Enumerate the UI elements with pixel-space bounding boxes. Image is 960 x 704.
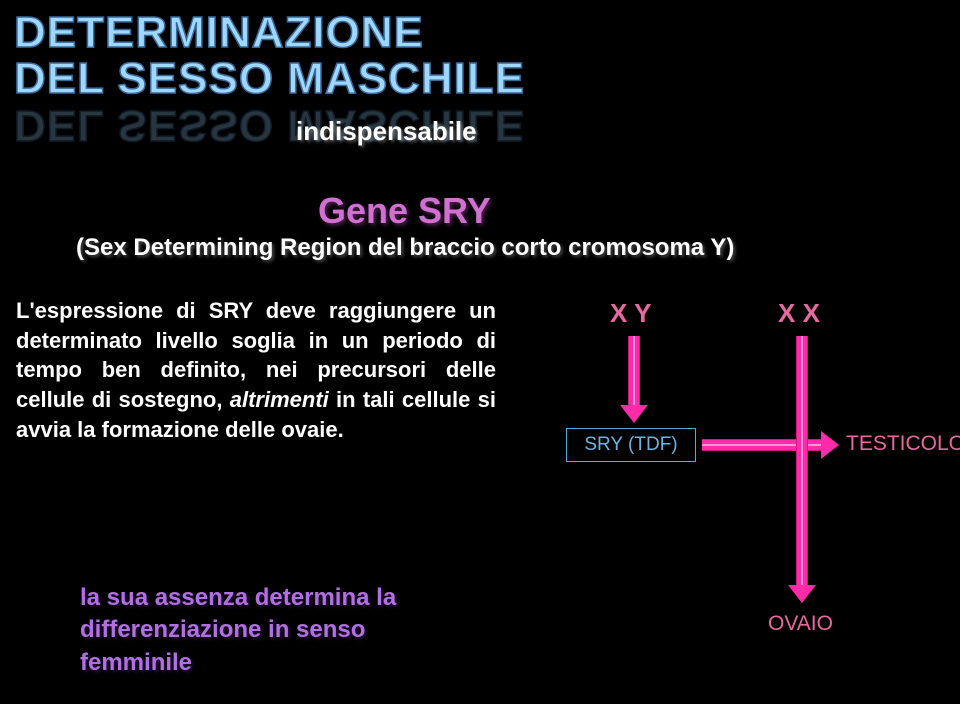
subtitle: indispensabile xyxy=(296,116,477,147)
arrow-head-icon xyxy=(821,431,839,459)
arrow-xx-down xyxy=(796,336,808,586)
title-line-2: DEL SESSO MASCHILE xyxy=(14,56,525,102)
bottom-note: la sua assenza determina la differenziaz… xyxy=(80,582,480,679)
gene-subtitle: (Sex Determining Region del braccio cort… xyxy=(76,234,734,262)
arrow-head-icon xyxy=(788,585,816,603)
bottom-line-1: la sua assenza determina la xyxy=(80,584,396,611)
xx-label: X X xyxy=(778,298,820,329)
sry-box: SRY (TDF) xyxy=(566,428,696,462)
arrow-xy-down xyxy=(628,336,640,406)
title-line-1: DETERMINAZIONE xyxy=(14,10,525,56)
testicolo-label: TESTICOLO xyxy=(846,432,960,456)
xy-label: X Y xyxy=(610,298,651,329)
ovaio-label: OVAIO xyxy=(768,612,833,636)
slide-title: DETERMINAZIONE DEL SESSO MASCHILE xyxy=(14,10,525,102)
gene-title: Gene SRY xyxy=(318,190,491,232)
arrow-body xyxy=(628,336,640,406)
arrow-head-icon xyxy=(620,405,648,423)
arrow-body xyxy=(796,336,808,586)
bottom-line-2: differenziazione in senso femminile xyxy=(80,616,365,675)
main-paragraph: L'espressione di SRY deve raggiungere un… xyxy=(16,296,496,444)
